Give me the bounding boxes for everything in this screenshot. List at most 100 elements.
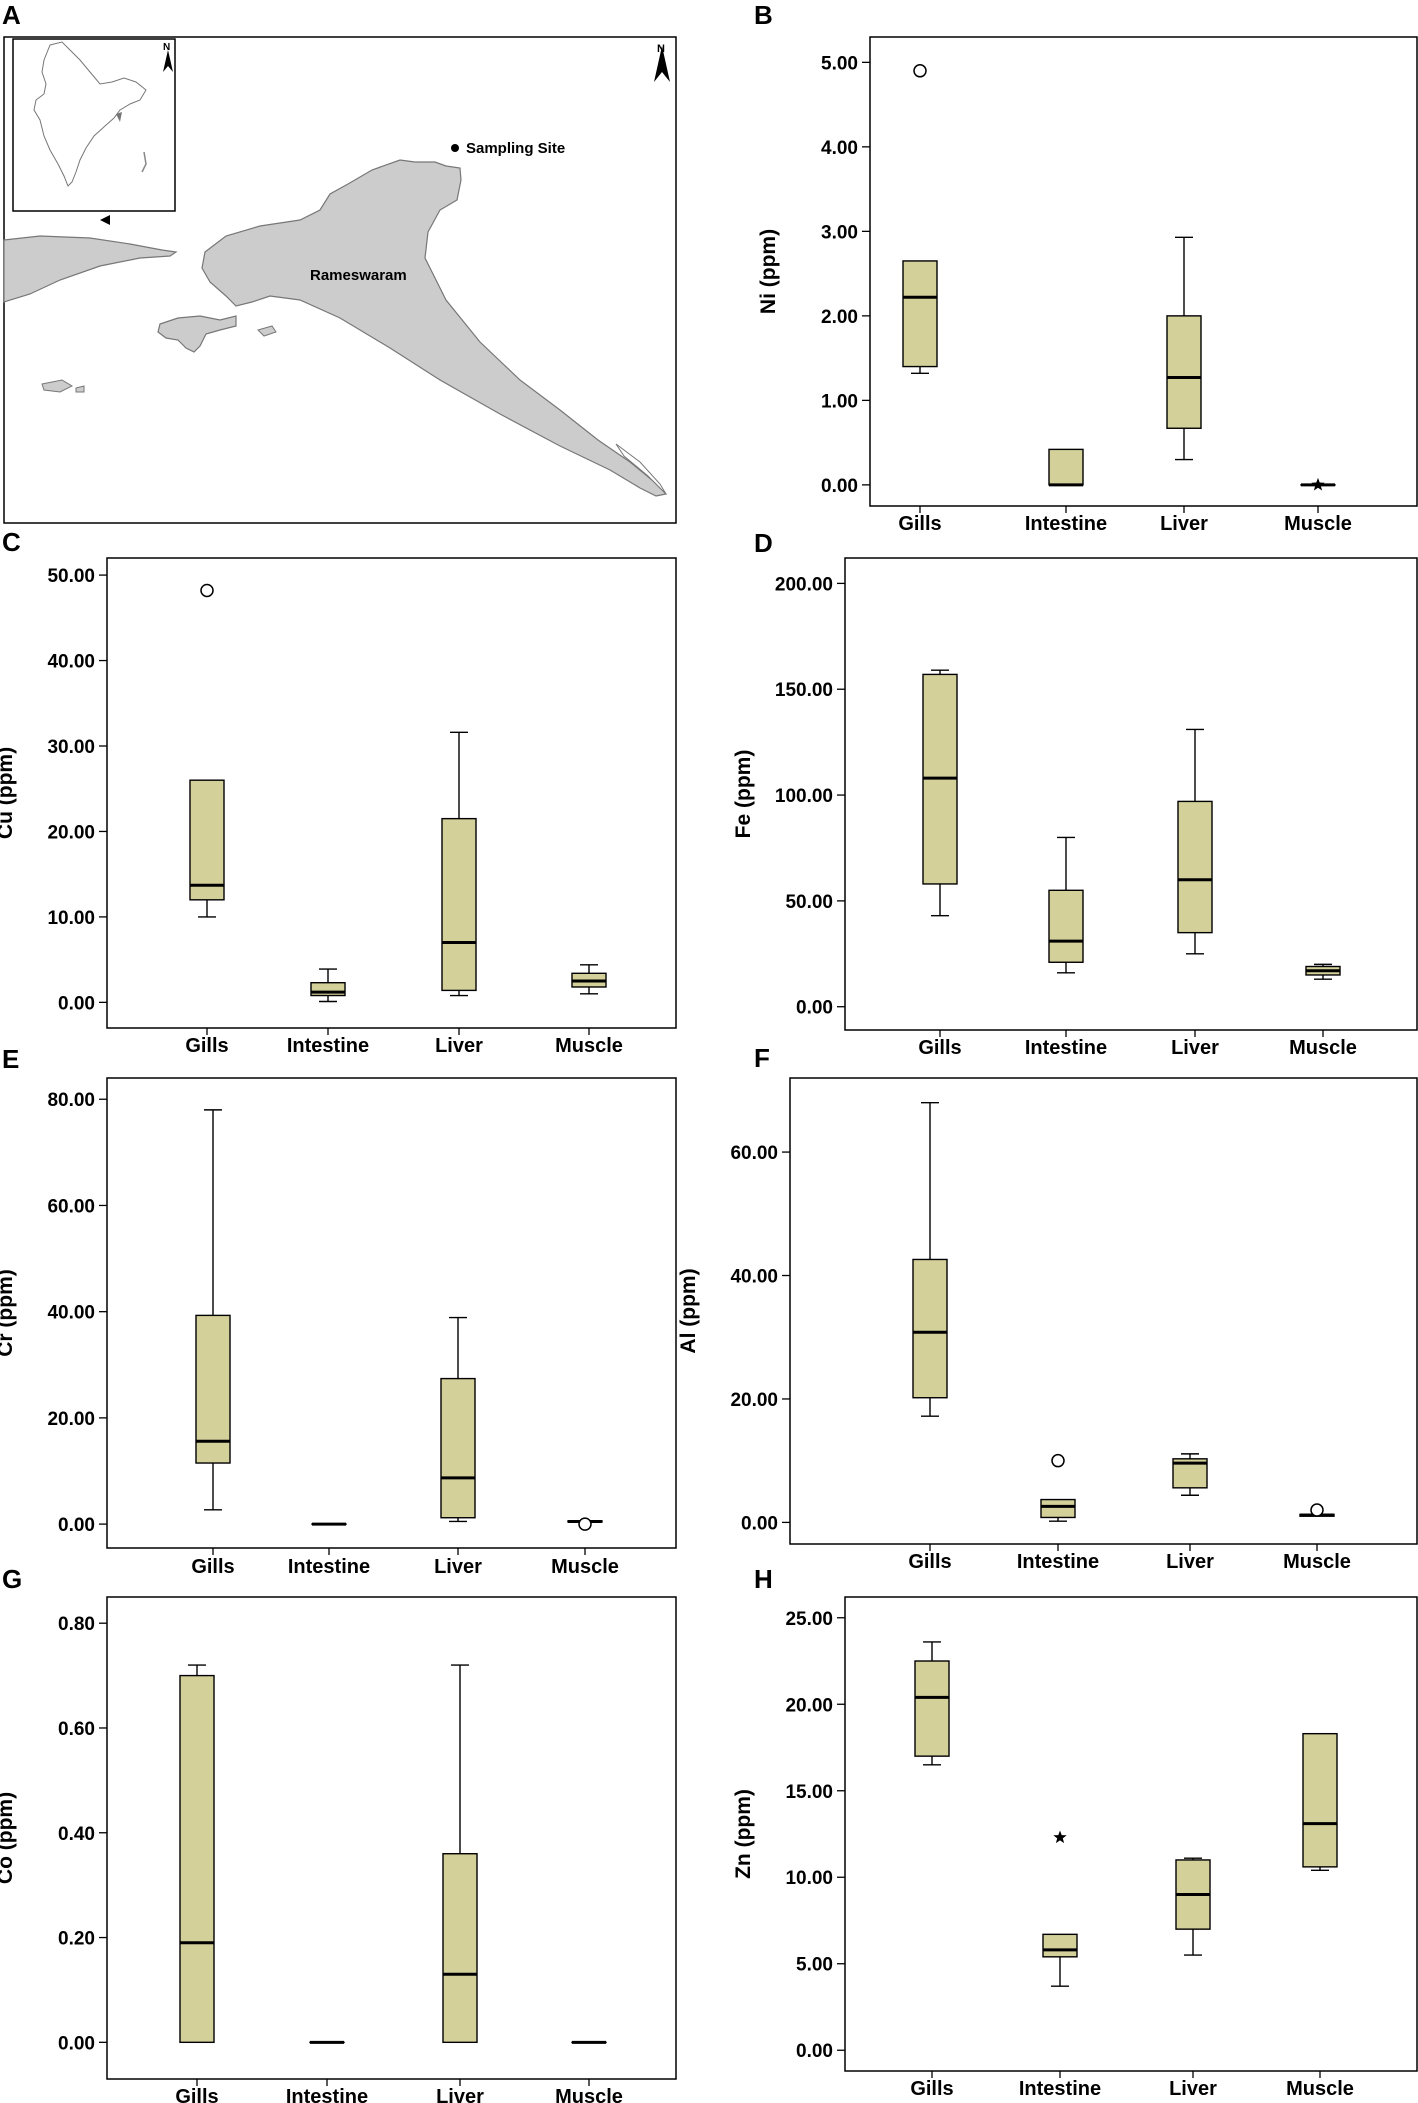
panel-b-ni-chart: B 0.00 1.00 2.00 3.00 4.00 5.00 Ni (ppm) Gills In…: [754, 0, 1418, 535]
small-island-shape: [157, 315, 237, 353]
y-tick-label: 0.00: [58, 993, 95, 1014]
y-tick-label: 0.00: [796, 2041, 833, 2062]
inset-north-label: N: [163, 42, 170, 53]
y-tick-label: 10.00: [785, 1868, 833, 1889]
y-tick-label: 40.00: [47, 652, 95, 673]
y-tick-label: 20.00: [785, 1695, 833, 1716]
y-tick-label: 5.00: [821, 53, 858, 74]
plot-frame: [106, 1077, 677, 1549]
plot-frame: [869, 36, 1418, 507]
rameswaram-island-shape: [201, 159, 668, 497]
x-tick-label: Gills: [175, 2086, 218, 2103]
panel-d-fe-chart: D 0.00 50.00 100.00 150.00 200.00 Fe (ppm) Gill…: [732, 528, 1418, 1059]
panel-a-map: A N N Sampling Site Rameswaram: [2, 0, 677, 524]
rameswaram-label: Rameswaram: [310, 267, 407, 284]
islet-shape-2: [41, 379, 74, 393]
sampling-site-legend: Sampling Site: [466, 140, 565, 157]
box-intestine-iqr: [1048, 889, 1084, 963]
x-tick-label: Gills: [910, 2078, 953, 2100]
x-tick-label: Muscle: [1286, 2078, 1354, 2100]
y-tick-label: 0.20: [58, 1929, 95, 1950]
panel-label-g: G: [2, 1564, 22, 1594]
island-tip-shape: [615, 443, 667, 495]
x-tick-label: Muscle: [1283, 1551, 1351, 1573]
plot-frame: [106, 557, 677, 1029]
panel-label-c: C: [2, 527, 21, 557]
y-axis-label: Cr (ppm): [0, 1269, 17, 1357]
x-tick-label: Gills: [898, 513, 941, 535]
y-axis-label: Al (ppm): [677, 1268, 700, 1353]
inset-islands-shape: [141, 151, 147, 173]
y-tick-label: 0.00: [58, 2033, 95, 2054]
y-tick-label: 1.00: [821, 391, 858, 412]
box-gills-iqr: [179, 1674, 215, 2044]
outlier-circle-gills: [200, 583, 214, 598]
box-liver-iqr: [442, 1853, 478, 2044]
x-tick-label: Muscle: [555, 1035, 623, 1057]
x-tick-label: Muscle: [551, 1556, 619, 1578]
y-tick-label: 20.00: [47, 1409, 95, 1430]
y-tick-label: 5.00: [796, 1955, 833, 1976]
y-tick-label: 150.00: [775, 680, 833, 701]
x-tick-label: Intestine: [1019, 2078, 1101, 2100]
y-tick-label: 10.00: [47, 908, 95, 929]
y-tick-label: 0.00: [58, 1515, 95, 1536]
y-axis-label: Cu (ppm): [0, 747, 17, 839]
box-gills-iqr: [902, 260, 938, 368]
y-tick-label: 0.00: [796, 998, 833, 1019]
y-tick-label: 0.60: [58, 1719, 95, 1740]
y-tick-label: 40.00: [47, 1303, 95, 1324]
box-liver-iqr: [1177, 800, 1213, 934]
y-axis-label: Co (ppm): [0, 1792, 17, 1884]
y-tick-label: 3.00: [821, 222, 858, 243]
pointer-icon: [100, 215, 110, 225]
x-tick-label: Liver: [434, 1556, 482, 1578]
box-intestine-iqr: [1040, 1498, 1076, 1519]
panel-label-h: H: [754, 1564, 773, 1594]
y-tick-label: 40.00: [730, 1267, 778, 1288]
x-tick-label: Muscle: [555, 2086, 623, 2103]
outlier-circle-muscle: [578, 1517, 592, 1531]
x-tick-label: Intestine: [288, 1556, 370, 1578]
panel-label-e: E: [2, 1044, 19, 1074]
panel-label-a: A: [2, 0, 21, 30]
x-tick-label: Muscle: [1284, 513, 1352, 535]
x-tick-label: Intestine: [1017, 1551, 1099, 1573]
x-tick-label: Liver: [1166, 1551, 1214, 1573]
y-axis-label: Ni (ppm): [757, 229, 780, 314]
x-tick-label: Intestine: [287, 1035, 369, 1057]
box-gills-iqr: [189, 779, 225, 901]
sampling-site-marker: [451, 144, 459, 152]
plot-frame: [844, 557, 1418, 1031]
plot-frame: [106, 1596, 677, 2080]
box-intestine-iqr: [1048, 448, 1084, 486]
y-tick-label: 0.00: [821, 476, 858, 497]
box-liver-iqr: [441, 817, 477, 992]
x-tick-label: Liver: [1171, 1037, 1219, 1059]
y-tick-label: 20.00: [47, 822, 95, 843]
x-tick-label: Liver: [435, 1035, 483, 1057]
panel-g-co-chart: G 0.00 0.20 0.40 0.60 0.80 Co (ppm) Gills Intest…: [0, 1564, 677, 2103]
outlier-circle-muscle: [1310, 1503, 1324, 1517]
y-tick-label: 50.00: [785, 892, 833, 913]
box-intestine-iqr: [1042, 1933, 1078, 1958]
inset-north-arrow-icon: N: [163, 42, 173, 72]
box-gills-iqr: [912, 1258, 948, 1399]
panel-c-cu-chart: C 0.00 10.00 20.00 30.00 40.00 50.00 Cu (ppm) Gi…: [0, 527, 677, 1057]
x-tick-label: Liver: [1169, 2078, 1217, 2100]
x-tick-label: Liver: [436, 2086, 484, 2103]
outlier-circle-intestine: [1051, 1453, 1065, 1468]
islet-shape-3: [75, 385, 85, 393]
x-tick-label: Gills: [918, 1037, 961, 1059]
box-liver-iqr: [1166, 315, 1202, 429]
x-tick-label: Gills: [908, 1551, 951, 1573]
x-tick-label: Liver: [1160, 513, 1208, 535]
y-tick-label: 30.00: [47, 737, 95, 758]
y-tick-label: 60.00: [47, 1196, 95, 1217]
y-axis-label: Zn (ppm): [732, 1789, 755, 1879]
panel-label-b: B: [754, 0, 773, 30]
panel-label-f: F: [754, 1043, 770, 1073]
x-tick-label: Gills: [191, 1556, 234, 1578]
plot-frame: [789, 1077, 1418, 1545]
